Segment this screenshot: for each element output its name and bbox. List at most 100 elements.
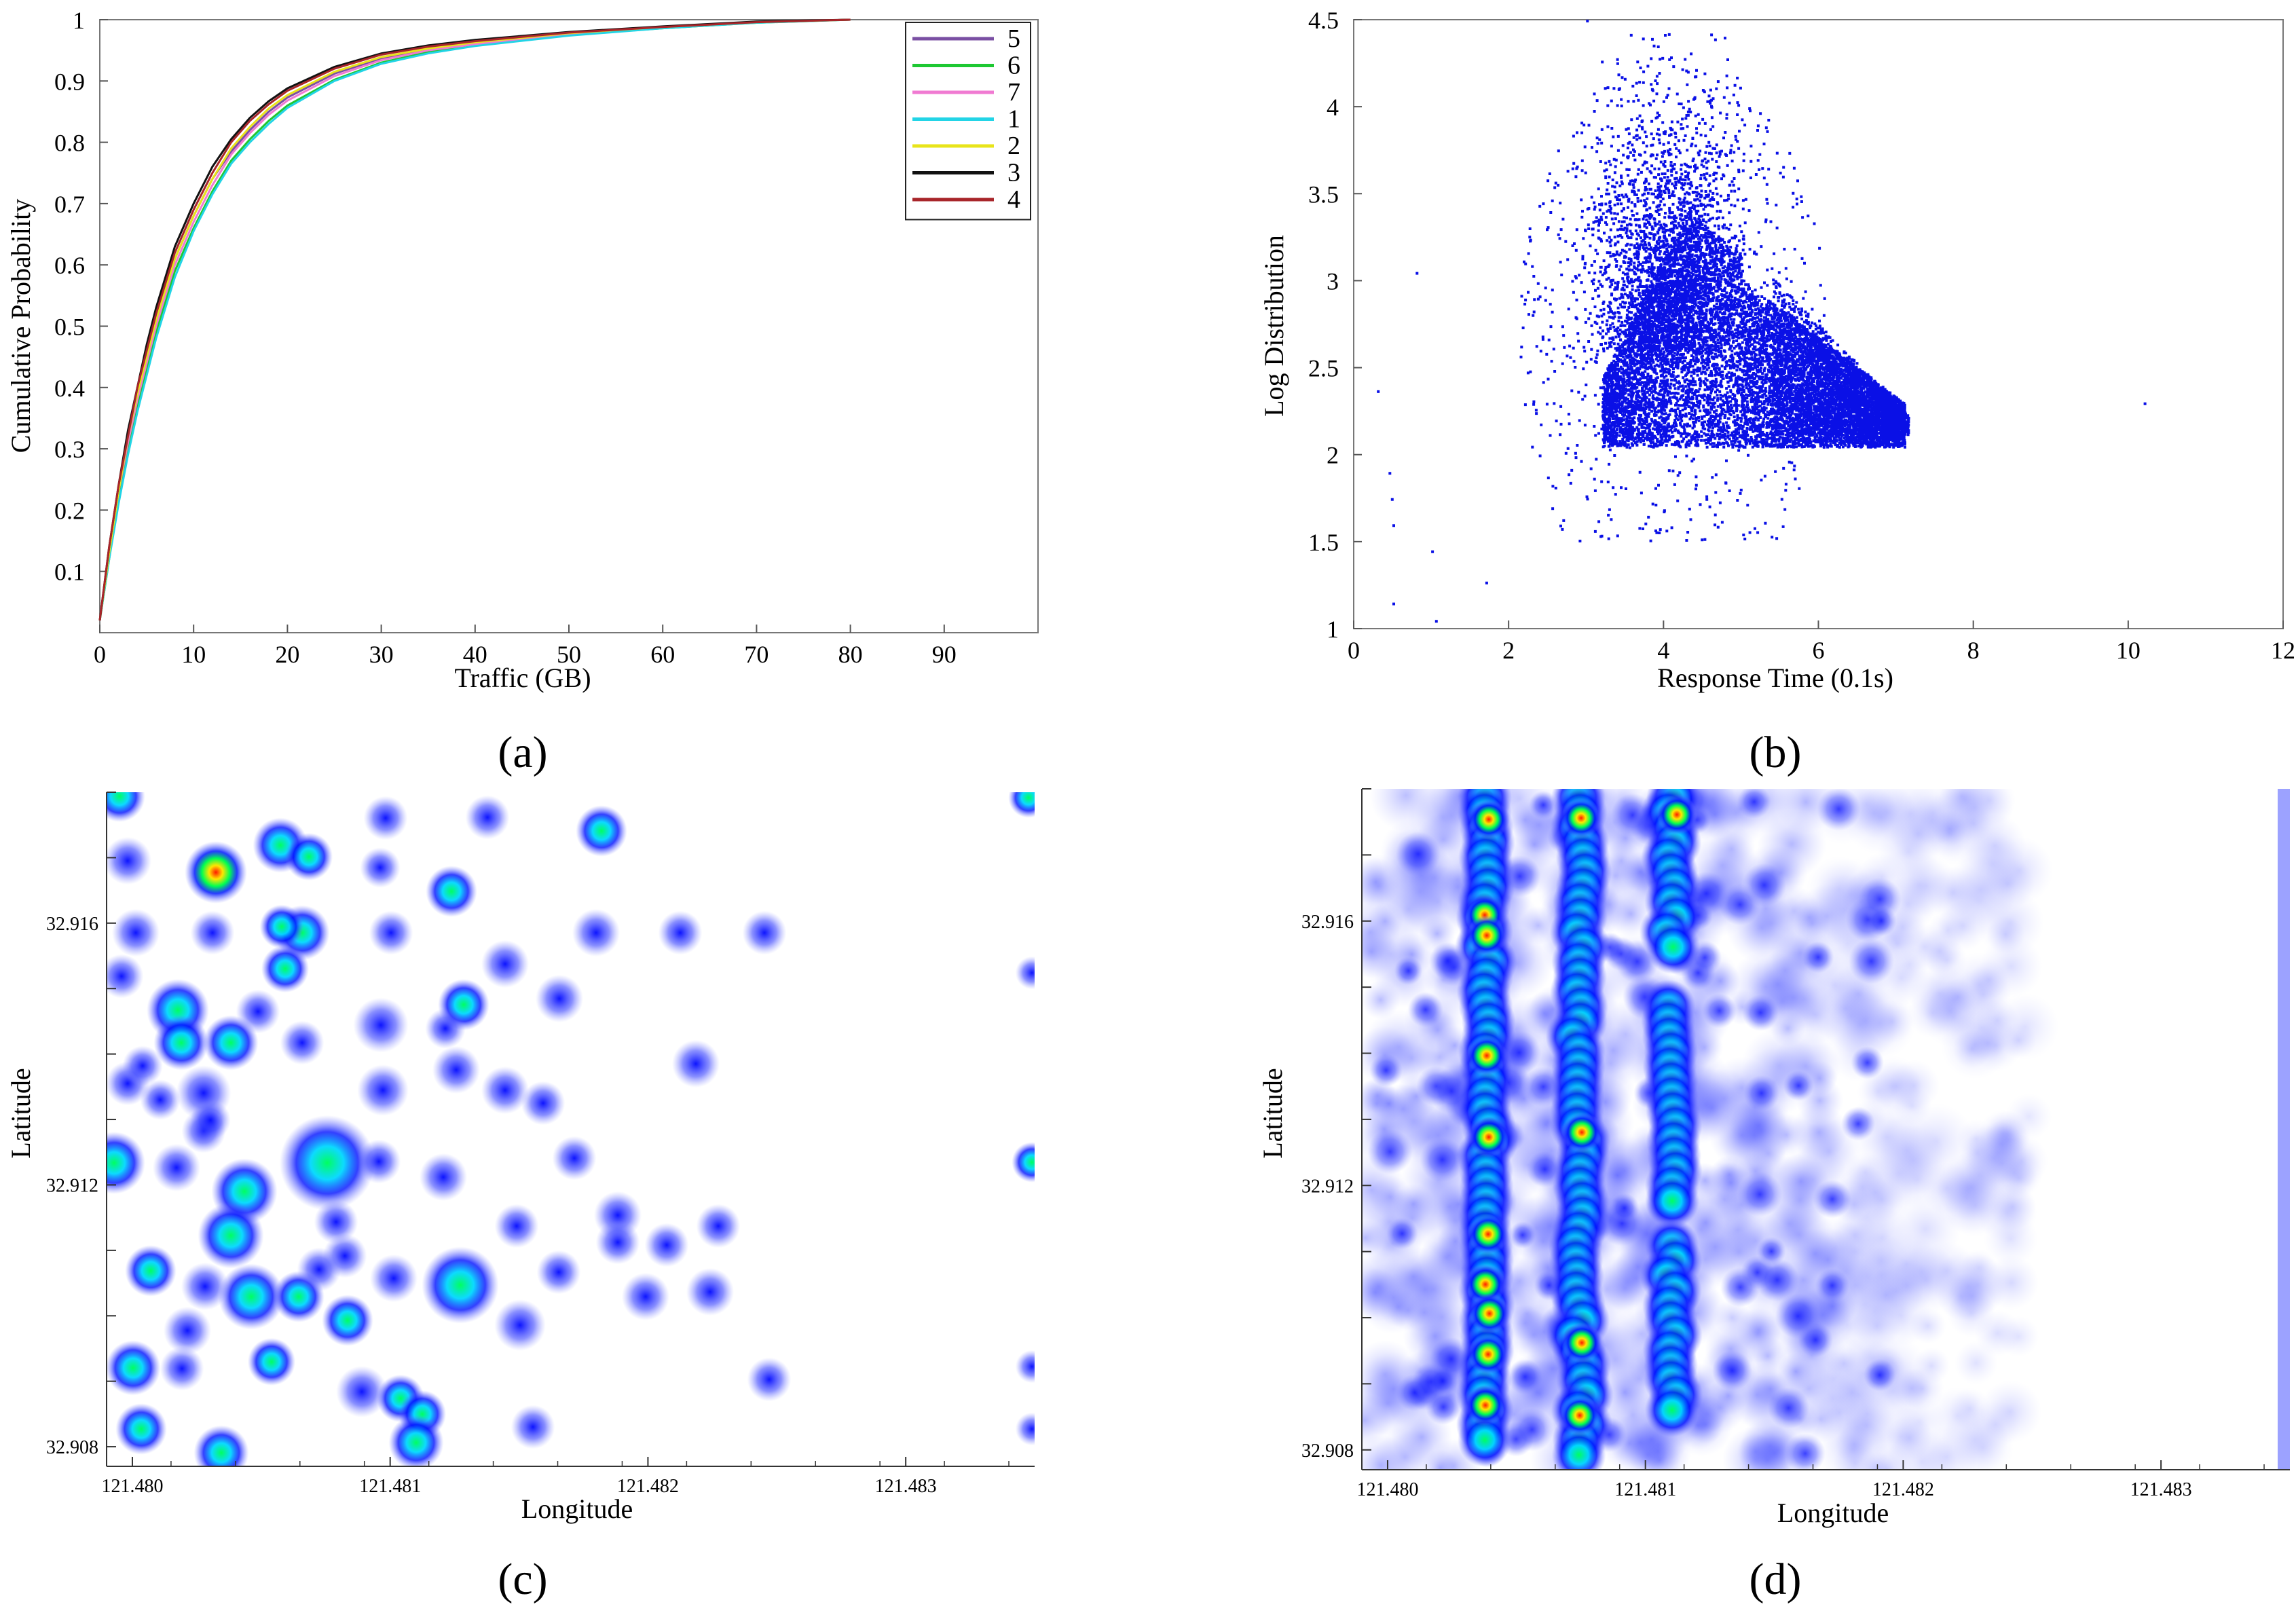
y-tick-label-a: 0.9 [54, 68, 85, 95]
heatmap-background-c [107, 792, 1035, 1466]
x-tick-label-a: 90 [932, 641, 957, 668]
x-tick-label-a: 40 [463, 641, 487, 668]
series-line-6 [98, 18, 851, 621]
heat-spot-c [279, 1115, 375, 1211]
heat-spot-c [536, 1250, 581, 1295]
heat-haze-d [1870, 1405, 1932, 1468]
heat-spot-c [742, 910, 787, 955]
heat-spot-c [140, 1079, 181, 1120]
heat-haze-d [1374, 1426, 1437, 1470]
heat-spot-d [1767, 1387, 1810, 1429]
heat-spot-d [1420, 1137, 1465, 1183]
y-tick-label-b: 2.5 [1308, 355, 1339, 382]
x-tick-label-d: 121.482 [1872, 1479, 1934, 1500]
heat-haze-d [1829, 984, 1902, 1058]
heat-spot-c [111, 908, 160, 957]
heat-spot-c [125, 1245, 177, 1297]
x-tick-label-b: 2 [1502, 637, 1515, 664]
heat-spot-d [1737, 1172, 1783, 1217]
legend-label-3: 3 [1007, 159, 1020, 187]
x-tick-label-b: 6 [1813, 637, 1825, 664]
heat-haze-d [1740, 1433, 1795, 1470]
chart-c: 121.480 121.481 121.482 121.483 32.908 32.91… [5, 792, 1035, 1604]
heat-spot-c [363, 796, 408, 840]
heat-haze-d [1887, 1149, 1948, 1210]
legend-label-1: 1 [1007, 105, 1020, 134]
heat-haze-d [1984, 1255, 2039, 1310]
heat-haze-d [1888, 1060, 1940, 1112]
heat-haze-d [1796, 1119, 1862, 1184]
scatter-markers-b [1377, 20, 2147, 623]
heat-haze-d [1362, 857, 1401, 907]
heat-spot-d [1851, 1046, 1884, 1079]
heat-hotspot-d [1656, 794, 1697, 835]
heat-spot-d [1609, 1193, 1640, 1223]
heat-spot-d [1785, 1433, 1826, 1470]
x-tick-label-c: 121.481 [359, 1476, 421, 1497]
heat-spot-c [465, 795, 510, 840]
heat-spot-d [1407, 992, 1443, 1028]
heat-spot-c [107, 1132, 145, 1194]
legend-label-5: 5 [1007, 24, 1020, 53]
y-tick-label-a: 0.6 [54, 252, 85, 279]
heat-spot-c [236, 989, 280, 1034]
heat-spot-c [181, 1262, 229, 1311]
heat-spot-c [280, 1020, 325, 1065]
x-tick-label-a: 20 [275, 641, 299, 668]
x-tick-label-a: 0 [94, 641, 106, 668]
chart-a: 0 10 20 30 40 50 60 70 80 90 0.1 0.2 0.3 0.4 0.5 0.6 0.… [5, 7, 1039, 777]
heat-spot-c [152, 1143, 201, 1192]
heat-spot-d [1866, 905, 1897, 936]
heat-haze-d [1887, 853, 1950, 916]
x-tick-label-d: 121.481 [1614, 1479, 1676, 1500]
heat-spot-d [1529, 790, 1558, 819]
heat-spot-c [163, 1306, 212, 1355]
y-tick-label-b: 4 [1327, 94, 1339, 121]
heat-spot-d [1755, 1258, 1799, 1302]
heat-spot-c [360, 847, 401, 888]
heatmap-density-c [107, 792, 1035, 1466]
heat-spot-c [198, 1202, 264, 1269]
heat-spot-c [595, 1220, 640, 1265]
heat-spot-c [107, 836, 152, 885]
heat-spot-c [644, 1223, 689, 1267]
y-tick-label-a: 0.4 [54, 375, 85, 402]
heat-spot-c [535, 974, 584, 1023]
heat-spot-c [1008, 792, 1035, 818]
heat-spot-c [696, 1204, 741, 1248]
heat-spot-d [1369, 1054, 1403, 1088]
heat-spot-c [259, 904, 304, 949]
heat-spot-c [247, 1337, 296, 1386]
heat-spot-c [686, 1267, 735, 1316]
series-line-7 [98, 18, 851, 621]
heat-spot-d [1394, 957, 1423, 986]
series-line-3 [98, 18, 851, 621]
legend-box-a [905, 22, 1031, 221]
x-tick-label-a: 10 [181, 641, 206, 668]
y-tick-label-a: 0.2 [54, 497, 85, 524]
heat-spot-c [552, 1136, 597, 1181]
heat-spot-c [521, 1081, 566, 1126]
heat-spot-c [494, 1299, 546, 1351]
heat-hotspot-d [1468, 1117, 1509, 1157]
y-tick-label-b: 1 [1327, 616, 1339, 643]
heat-hotspot-d [1466, 915, 1507, 956]
heat-spot-c [185, 841, 247, 904]
heat-haze-d [1917, 1241, 1977, 1301]
heat-haze-d [1859, 1269, 1912, 1322]
heat-spot-d [1719, 883, 1761, 926]
heat-hotspot-d [1561, 1112, 1602, 1153]
heat-strip-d [1644, 1383, 1699, 1437]
heat-spot-c [576, 805, 627, 857]
scatter-points-b [1377, 20, 2147, 623]
heat-hotspot-d [1561, 1322, 1602, 1363]
heat-spot-d [1510, 1408, 1554, 1451]
x-tick-label-b: 0 [1348, 637, 1360, 664]
x-tick-label-a: 60 [650, 641, 675, 668]
heat-spot-d [1775, 1293, 1821, 1339]
y-tick-label-c: 32.908 [46, 1437, 98, 1458]
heat-spot-c [353, 997, 409, 1053]
y-tick-label-a: 1 [73, 7, 85, 34]
heat-haze-d [1371, 1085, 1407, 1122]
